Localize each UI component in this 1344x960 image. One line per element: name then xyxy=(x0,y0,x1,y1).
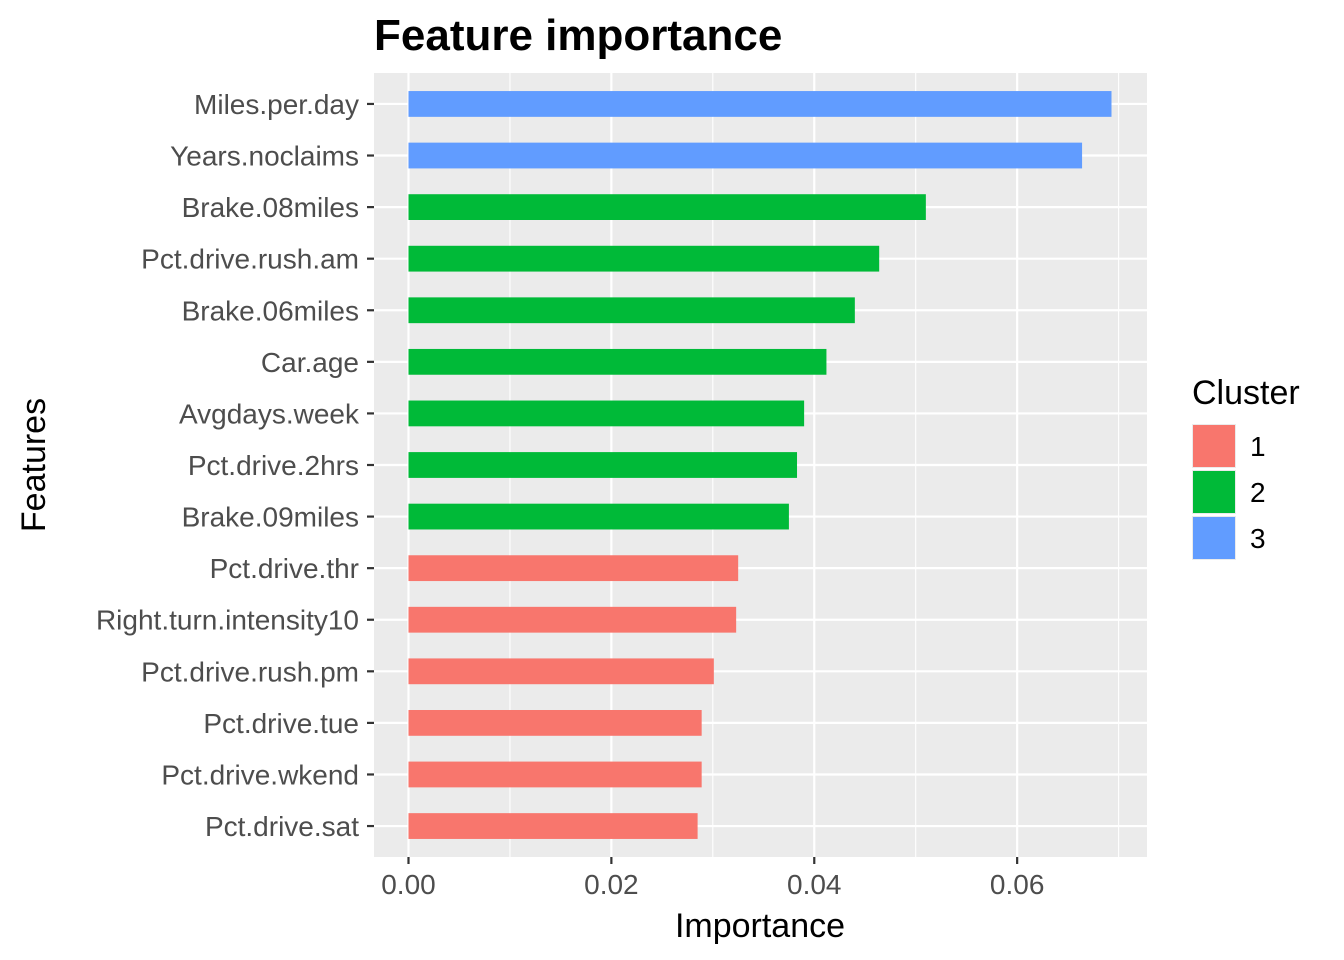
x-axis-title: Importance xyxy=(675,907,845,945)
x-tick-label: 0.06 xyxy=(990,869,1045,900)
bar xyxy=(408,400,805,427)
y-tick-label: Pct.drive.rush.am xyxy=(141,244,359,275)
x-axis: 0.00 0.02 0.04 0.06 xyxy=(381,857,1044,900)
legend-key-swatch xyxy=(1193,517,1235,559)
y-tick-label: Years.noclaims xyxy=(170,141,359,172)
bar xyxy=(408,658,714,685)
y-tick-label: Pct.drive.sat xyxy=(205,811,359,842)
y-tick-label: Pct.drive.thr xyxy=(210,553,359,584)
bar xyxy=(408,555,739,582)
x-tick-label: 0.00 xyxy=(381,869,436,900)
legend-label: 3 xyxy=(1250,523,1266,554)
y-tick-label: Brake.06miles xyxy=(182,295,359,326)
legend-key-swatch xyxy=(1193,471,1235,513)
y-tick-label: Brake.08miles xyxy=(182,192,359,223)
bar xyxy=(408,606,737,633)
legend-title: Cluster xyxy=(1192,374,1300,412)
y-tick-label: Pct.drive.rush.pm xyxy=(141,656,359,687)
bar xyxy=(408,142,1083,169)
bar xyxy=(408,761,702,788)
y-tick-label: Right.turn.intensity10 xyxy=(96,605,359,636)
bar xyxy=(408,813,698,839)
legend-label: 1 xyxy=(1250,431,1266,462)
x-tick-label: 0.02 xyxy=(584,869,639,900)
bar xyxy=(408,348,827,375)
bar xyxy=(408,452,798,478)
y-tick-label: Pct.drive.tue xyxy=(203,708,359,739)
bar xyxy=(408,297,855,324)
y-tick-label: Pct.drive.wkend xyxy=(161,759,359,790)
bar xyxy=(408,710,702,736)
y-axis: Miles.per.day Years.noclaims Brake.08miles… xyxy=(96,89,374,842)
bar xyxy=(408,91,1112,117)
legend-key-swatch xyxy=(1193,425,1235,467)
y-axis-title: Features xyxy=(15,398,53,532)
bars xyxy=(408,91,1112,839)
chart-title: Feature importance xyxy=(374,11,782,60)
legend-label: 2 xyxy=(1250,477,1266,508)
bar xyxy=(408,194,926,220)
y-tick-label: Brake.09miles xyxy=(182,502,359,533)
y-tick-label: Miles.per.day xyxy=(194,89,359,120)
bar xyxy=(408,245,880,272)
y-tick-label: Car.age xyxy=(261,347,359,378)
bar xyxy=(408,503,789,530)
x-tick-label: 0.04 xyxy=(787,869,842,900)
y-tick-label: Pct.drive.2hrs xyxy=(188,450,359,481)
y-tick-label: Avgdays.week xyxy=(179,398,360,429)
legend: Cluster 1 2 3 xyxy=(1192,374,1300,560)
